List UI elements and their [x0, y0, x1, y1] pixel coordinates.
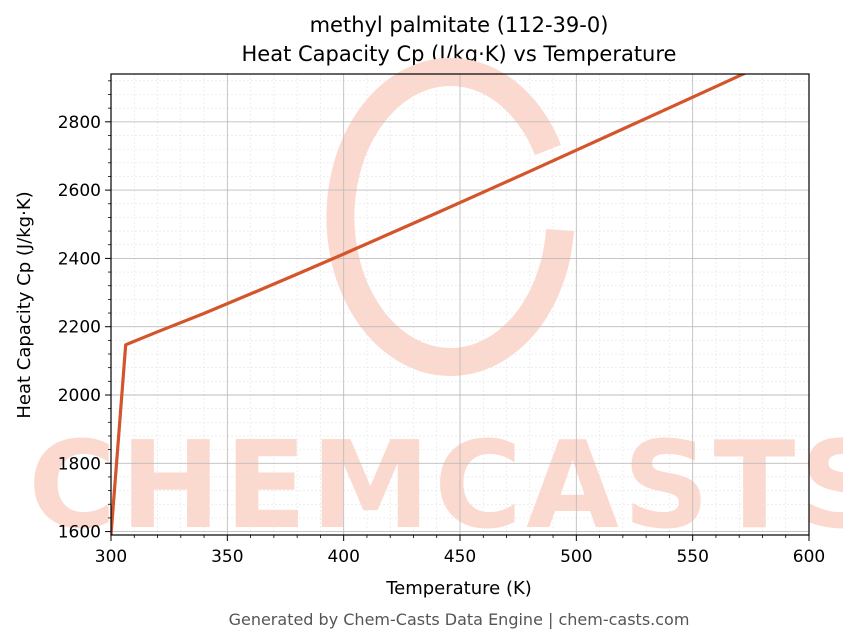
y-tick-label: 1600: [58, 523, 101, 543]
x-tick-label: 350: [211, 547, 243, 567]
y-tick-label: 2400: [58, 249, 101, 269]
watermark-logo-arc: [326, 58, 574, 376]
x-tick-label: 450: [444, 547, 476, 567]
watermark: CHEMCASTS: [28, 58, 843, 556]
y-tick-label: 2600: [58, 181, 101, 201]
y-tick-label: 1800: [58, 454, 101, 474]
x-tick-label: 500: [560, 547, 592, 567]
x-axis-ticks: 300 350 400 450 500 550 600: [95, 535, 825, 567]
watermark-text: CHEMCASTS: [28, 417, 843, 556]
y-tick-label: 2800: [58, 113, 101, 133]
x-tick-label: 600: [793, 547, 825, 567]
y-tick-label: 2000: [58, 386, 101, 406]
y-axis-ticks: 1600 1800 2000 2200 2400 2600 2800: [58, 80, 111, 543]
chart-title-line1: methyl palmitate (112-39-0): [310, 13, 609, 37]
x-tick-label: 550: [676, 547, 708, 567]
x-tick-label: 300: [95, 547, 127, 567]
y-axis-label: Heat Capacity Cp (J/kg·K): [14, 191, 35, 418]
series-line-cp: [111, 74, 748, 535]
x-tick-label: 400: [327, 547, 359, 567]
footer-credit: Generated by Chem-Casts Data Engine | ch…: [229, 610, 690, 629]
x-axis-label: Temperature (K): [385, 578, 532, 599]
y-tick-label: 2200: [58, 318, 101, 338]
